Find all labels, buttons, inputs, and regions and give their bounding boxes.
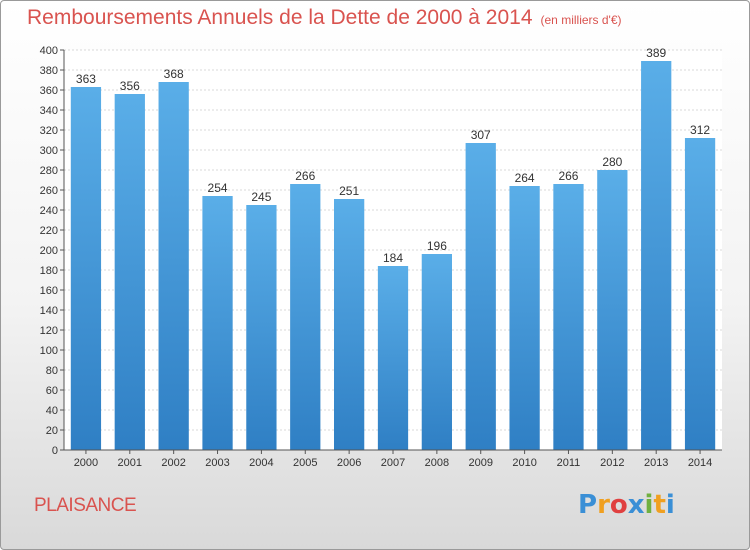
bar-value-label: 196 [427, 239, 447, 253]
x-tick-label: 2003 [205, 457, 229, 469]
y-tick-label: 340 [40, 105, 58, 117]
bar-value-label: 312 [690, 123, 710, 137]
x-tick-label: 2008 [425, 457, 449, 469]
x-tick-label: 2009 [468, 457, 492, 469]
y-tick-label: 300 [40, 145, 58, 157]
logo-letter: i [644, 490, 654, 520]
y-tick-label: 40 [46, 405, 58, 417]
proxiti-logo: Proxiti [578, 490, 675, 520]
x-tick-label: 2007 [381, 457, 405, 469]
logo-letter: i [665, 490, 675, 520]
y-tick-label: 120 [40, 325, 58, 337]
bar-2002 [158, 82, 189, 450]
chart-subtitle: (en milliers d'€) [540, 13, 622, 27]
y-tick-label: 360 [40, 85, 58, 97]
bar-2011 [553, 184, 584, 450]
y-tick-label: 240 [40, 205, 58, 217]
chart-title: Remboursements Annuels de la Dette de 20… [27, 6, 622, 30]
x-tick-label: 2011 [557, 457, 581, 469]
bar-2006 [333, 199, 365, 450]
y-tick-label: 0 [52, 445, 58, 457]
bar-2008 [421, 254, 453, 450]
x-tick-label: 2012 [600, 457, 624, 469]
bar-value-label: 280 [602, 155, 622, 169]
logo-letter: o [609, 490, 628, 520]
y-tick-label: 160 [40, 285, 58, 297]
bar-value-label: 307 [471, 128, 491, 142]
bar-2014 [684, 138, 716, 450]
bar-2013 [641, 61, 672, 450]
bar-2007 [377, 266, 409, 450]
bar-2004 [246, 205, 277, 450]
x-tick-label: 2013 [644, 457, 668, 469]
y-tick-label: 220 [40, 225, 58, 237]
x-tick-label: 2000 [74, 457, 98, 469]
y-tick-label: 80 [46, 365, 58, 377]
x-tick-label: 2005 [293, 457, 317, 469]
y-axis: 0 20 40 60 80 100 120 140 160 180 200 220 240 260 280 3… [40, 45, 65, 457]
bar-value-label: 266 [295, 169, 315, 183]
y-tick-label: 260 [40, 185, 58, 197]
y-tick-label: 400 [40, 45, 58, 57]
bar-value-label: 356 [120, 79, 140, 93]
x-tick-label: 2014 [688, 457, 712, 469]
x-tick-label: 2010 [512, 457, 536, 469]
y-tick-label: 180 [40, 265, 58, 277]
x-axis: 2000 2001 2002 2003 2004 2005 2006 2007 2008 2009… [64, 449, 722, 469]
y-tick-label: 320 [40, 125, 58, 137]
bar-2009 [465, 143, 496, 450]
y-tick-label: 140 [40, 305, 58, 317]
logo-letter: x [627, 490, 645, 520]
x-tick-label: 2002 [161, 457, 185, 469]
x-tick-label: 2004 [249, 457, 273, 469]
bar-2003 [202, 196, 233, 450]
bar-value-label: 266 [558, 169, 578, 183]
bar-value-label: 389 [646, 46, 666, 60]
bar-value-label: 184 [383, 251, 403, 265]
bar-2012 [597, 170, 628, 450]
logo-letter: P [578, 490, 598, 520]
logo-letter: t [653, 490, 666, 520]
bar-value-label: 363 [76, 72, 96, 86]
y-tick-label: 100 [40, 345, 58, 357]
commune-name: PLAISANCE [34, 495, 137, 516]
bar-2005 [290, 184, 321, 450]
bar-value-label: 264 [515, 171, 535, 185]
y-tick-label: 280 [40, 165, 58, 177]
bar-value-label: 254 [208, 181, 228, 195]
bar-value-label: 245 [251, 190, 271, 204]
logo-letter: r [597, 490, 610, 520]
bar-2001 [114, 94, 145, 450]
bar-value-label: 368 [164, 67, 184, 81]
bar-value-label: 251 [339, 184, 359, 198]
chart-title-text: Remboursements Annuels de la Dette de 20… [27, 6, 533, 29]
x-tick-label: 2001 [118, 457, 142, 469]
x-tick-label: 2006 [337, 457, 361, 469]
bar-2010 [509, 186, 540, 450]
y-tick-label: 380 [40, 65, 58, 77]
y-tick-label: 200 [40, 245, 58, 257]
bar-2000 [70, 87, 102, 450]
y-tick-label: 60 [46, 385, 58, 397]
bars: 363 356 368 254 245 266 251 184 196 307 264 266 280 3… [70, 46, 716, 450]
y-tick-label: 20 [46, 425, 58, 437]
